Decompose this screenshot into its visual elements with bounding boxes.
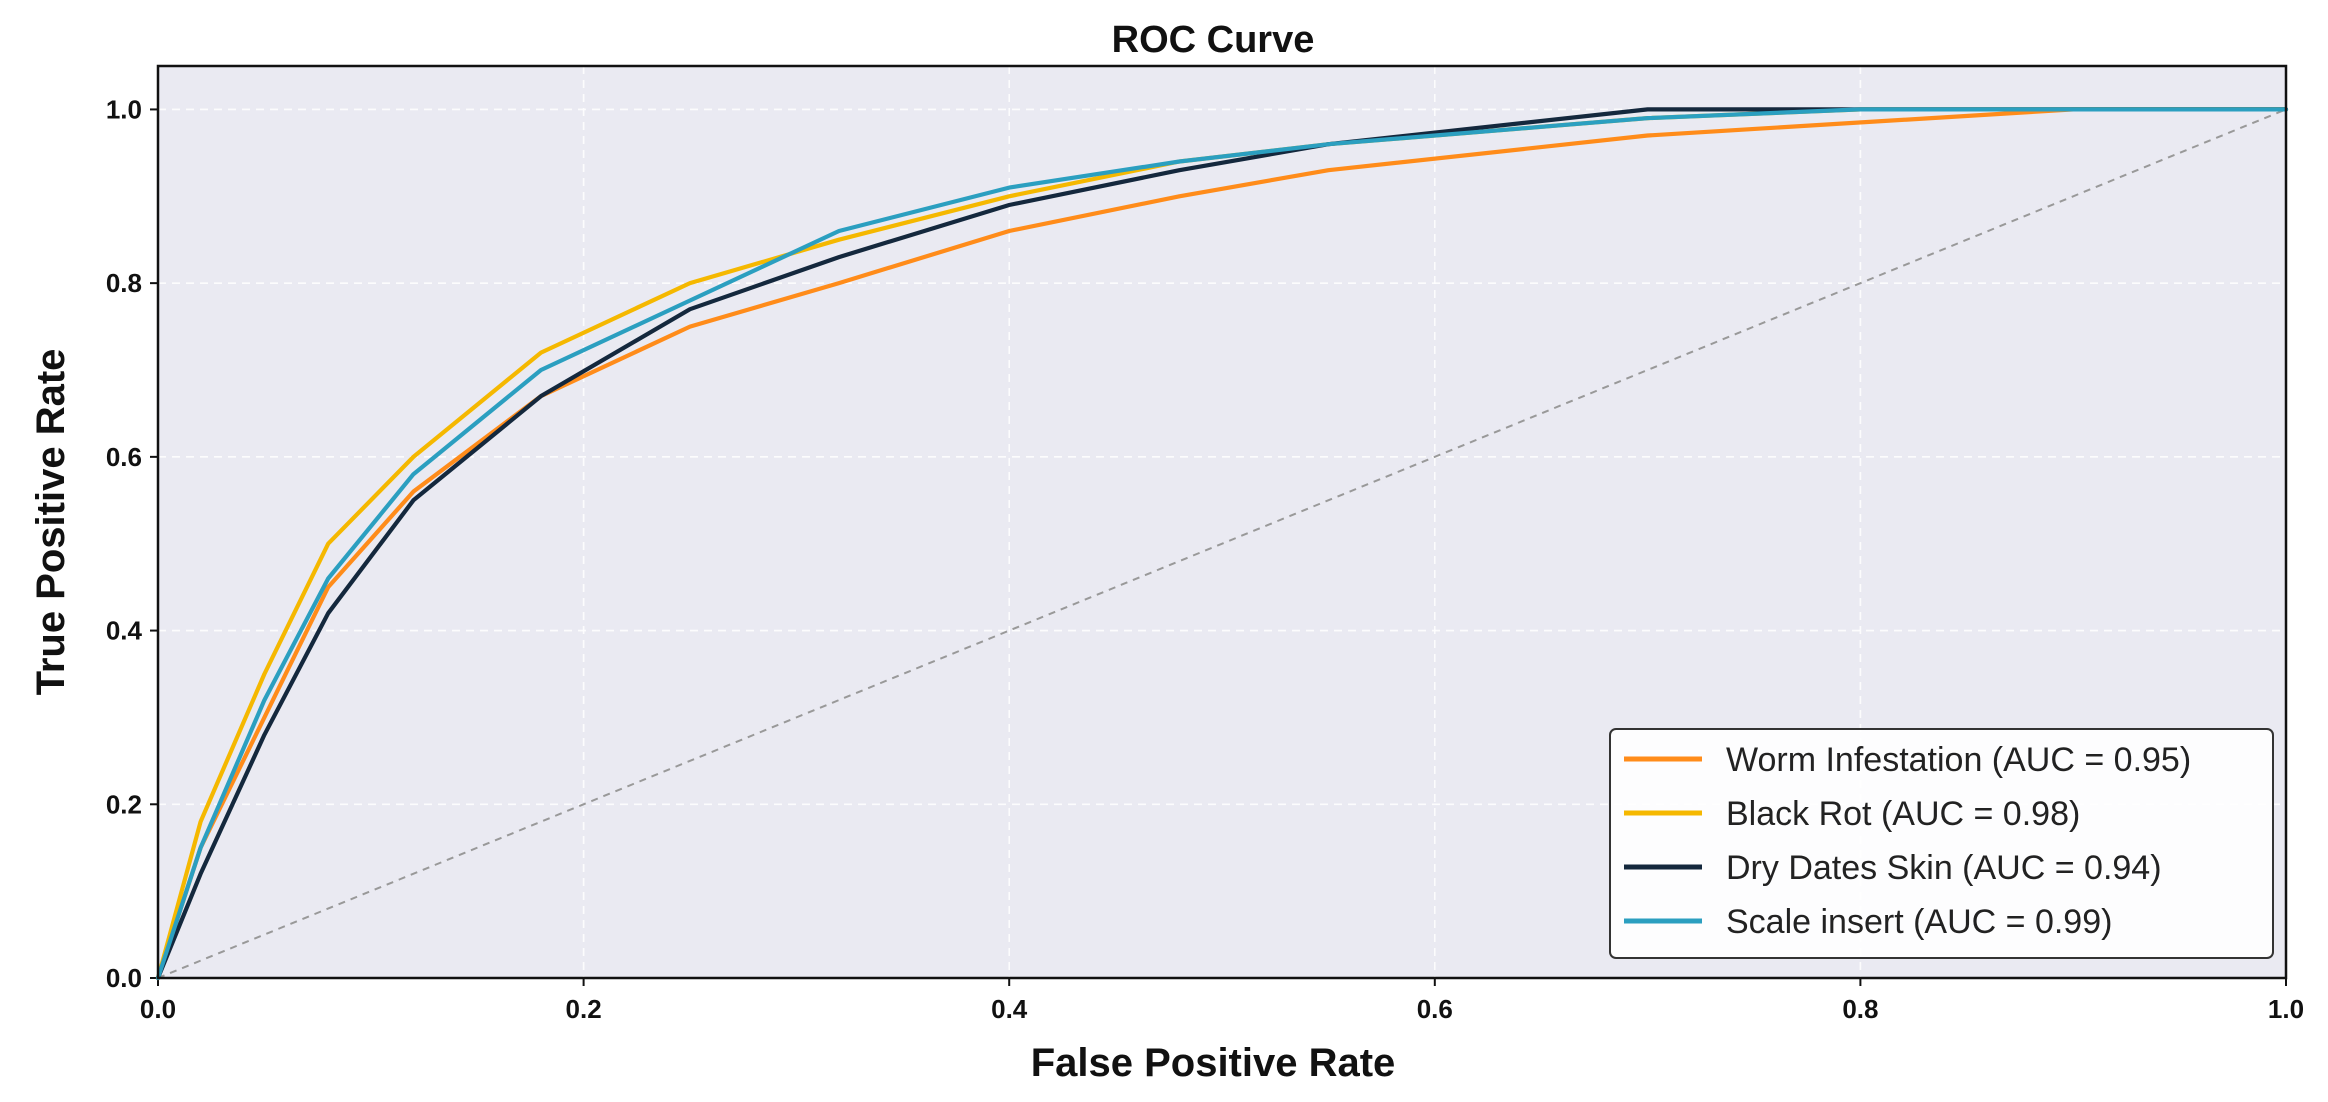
roc-line-1 (155, 107, 2289, 981)
chart-title: ROC Curve (1112, 19, 1315, 61)
legend-box (1609, 728, 2274, 959)
y-tick-label: 0.2 (106, 789, 142, 819)
roc-line-4 (155, 107, 2289, 981)
roc-series-lines (155, 107, 2289, 981)
y-tick-label: 0.8 (106, 268, 142, 298)
legend-entry: Worm Infestation (AUC = 0.95) (1726, 741, 2191, 779)
y-tick-label: 0.0 (106, 963, 142, 993)
x-axis-label: False Positive Rate (1031, 1041, 1396, 1085)
legend-entry: Scale insert (AUC = 0.99) (1726, 903, 2112, 941)
y-axis-label: True Positive Rate (29, 349, 73, 696)
x-tick-label: 0.8 (1842, 994, 1878, 1024)
legend: Worm Infestation (AUC = 0.95) Black Rot (… (1609, 728, 2274, 959)
random-classifier-diagonal (157, 108, 2287, 979)
x-tick-label: 1.0 (2268, 994, 2304, 1024)
axis-ticks: 0.0 0.2 0.4 0.6 0.8 1.0 0.0 0.2 0.4 0.6 0.8 1.0 (106, 94, 2304, 1024)
y-tick-label: 0.6 (106, 442, 142, 472)
x-tick-label: 0.4 (991, 994, 1028, 1024)
plot-frame (156, 64, 2288, 980)
x-tick-label: 0.2 (566, 994, 602, 1024)
x-tick-label: 0.6 (1417, 994, 1453, 1024)
legend-entry: Dry Dates Skin (AUC = 0.94) (1726, 849, 2162, 887)
roc-line-3 (155, 107, 2289, 981)
legend-entry: Black Rot (AUC = 0.98) (1726, 795, 2080, 833)
y-tick-label: 1.0 (106, 94, 142, 124)
x-tick-label: 0.0 (140, 994, 176, 1024)
y-tick-label: 0.4 (106, 616, 143, 646)
